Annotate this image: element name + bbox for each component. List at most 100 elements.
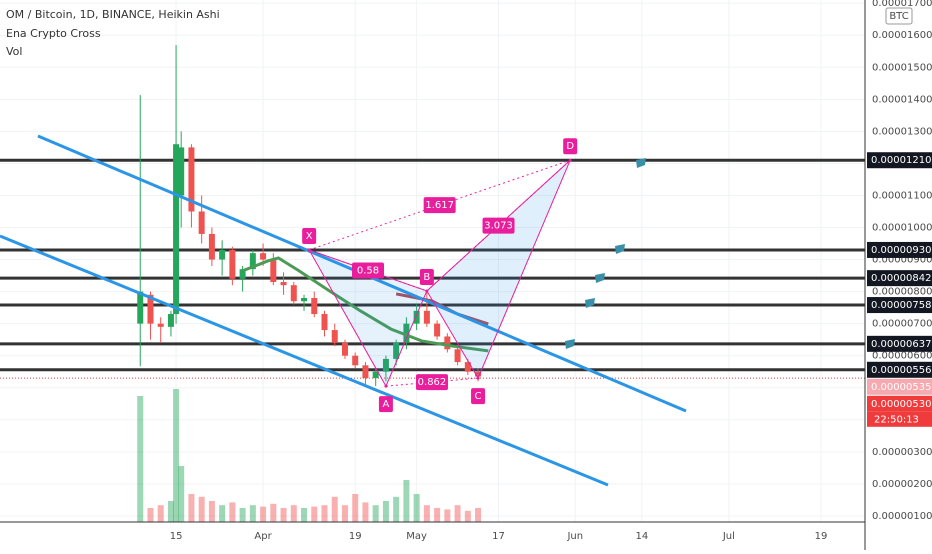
volume-bar	[423, 505, 430, 522]
flag	[636, 158, 646, 168]
candle-body	[249, 253, 256, 270]
ratio-label: 0.58	[357, 265, 379, 276]
price-tag-label: 0.00000556	[871, 365, 931, 376]
price-tag	[867, 335, 932, 352]
candle-body	[301, 298, 308, 302]
volume-bar	[454, 505, 461, 522]
volume-bar	[178, 466, 185, 522]
x-tick-label: May	[406, 531, 427, 542]
candle-body	[178, 147, 185, 196]
volume-bar	[372, 505, 379, 522]
volume-bar	[137, 396, 144, 522]
volume-bar	[249, 505, 256, 522]
price-tag	[867, 270, 932, 287]
volume-bar	[475, 508, 482, 522]
indicator-name: Ena Crypto Cross	[6, 27, 101, 40]
x-tick-label: Jul	[722, 531, 735, 542]
volume-bar	[413, 494, 420, 522]
price-tag	[867, 378, 932, 395]
flag	[595, 273, 605, 283]
price-tag	[867, 361, 932, 378]
candle-body	[423, 310, 430, 324]
y-tick-label: 0.00000700	[872, 319, 932, 330]
candle-body	[434, 323, 441, 337]
volume-bar	[290, 505, 297, 522]
candle-body	[167, 314, 174, 327]
y-tick-label: 0.00000800	[872, 287, 932, 298]
volume-bar	[208, 501, 215, 522]
volume-bar	[331, 496, 338, 522]
x-tick-label: 17	[492, 531, 505, 542]
x-tick-label: 19	[349, 531, 362, 542]
x-tick-label: Apr	[254, 531, 272, 542]
price-tag-label: 0.00000637	[871, 339, 931, 350]
volume-bar	[464, 510, 471, 522]
price-tag-label: 0.00000930	[871, 245, 931, 256]
pattern-point	[568, 158, 572, 162]
price-tag-label: 0.00001210	[871, 155, 931, 166]
pattern-point	[307, 248, 311, 252]
candle-body	[362, 365, 369, 379]
candle-body	[352, 355, 359, 366]
point-box	[471, 388, 486, 405]
volume-bar	[362, 502, 369, 522]
point-label: X	[306, 231, 313, 242]
ratio-label: 1.617	[425, 200, 454, 211]
candle-body	[137, 291, 144, 324]
candle-body	[147, 294, 154, 324]
y-tick-label: 0.00001600	[872, 30, 932, 41]
currency: BTC	[889, 11, 908, 22]
volume-bar	[229, 502, 236, 522]
currency-box[interactable]	[885, 7, 913, 25]
y-tick-label: 0.00001000	[872, 223, 932, 234]
overlay: 0.58 1.617 3.073 0.862 X A B C D	[302, 138, 578, 413]
price-tag	[867, 152, 932, 169]
x-tick-label: 19	[815, 531, 828, 542]
countdown-box	[867, 411, 932, 427]
volume-bar	[403, 480, 410, 522]
volume-bar	[167, 501, 174, 522]
ratio-box	[423, 197, 456, 214]
volume-bar	[173, 389, 180, 522]
y-tick-label: 0.00001100	[872, 190, 932, 201]
price-tag	[867, 395, 932, 412]
y-tick-label: 0.00000900	[872, 255, 932, 266]
candle-body	[382, 358, 389, 372]
y-tick-label: 0.00001700	[872, 0, 932, 9]
candle-body	[454, 349, 461, 363]
candle-body	[464, 362, 471, 372]
ratio-box	[482, 217, 515, 234]
volume-bar	[311, 506, 318, 522]
price-tag-label: 0.00000842	[871, 273, 931, 284]
price-tag-label: 0.00000758	[871, 300, 931, 311]
indicator-line	[242, 256, 489, 353]
volume-bar	[352, 494, 359, 522]
x-tick-label: Jun	[566, 531, 583, 542]
candle-body	[290, 285, 297, 302]
point-box	[419, 268, 434, 285]
point-label: D	[566, 141, 574, 152]
plot-area	[0, 0, 865, 522]
volume-bar	[280, 508, 287, 522]
flag	[565, 339, 575, 349]
volume-bar	[434, 508, 441, 522]
volume-bar	[321, 505, 328, 522]
candle-body	[239, 269, 246, 279]
ratio-line	[308, 159, 571, 251]
candle-body	[321, 314, 328, 331]
candle-body	[331, 330, 338, 343]
volume-bar	[239, 508, 246, 522]
ratio-box	[352, 262, 385, 279]
flag	[585, 298, 595, 308]
candle-body	[280, 281, 287, 286]
price-tag	[867, 297, 932, 314]
point-box	[302, 227, 317, 244]
volume-bar	[270, 503, 277, 522]
pattern-point	[384, 384, 388, 388]
volume-bar	[301, 508, 308, 522]
y-tick-label: 0.00001300	[872, 126, 932, 137]
volume-bar	[260, 506, 267, 522]
candle-body	[260, 253, 267, 260]
x-tick-label: 15	[170, 531, 183, 542]
